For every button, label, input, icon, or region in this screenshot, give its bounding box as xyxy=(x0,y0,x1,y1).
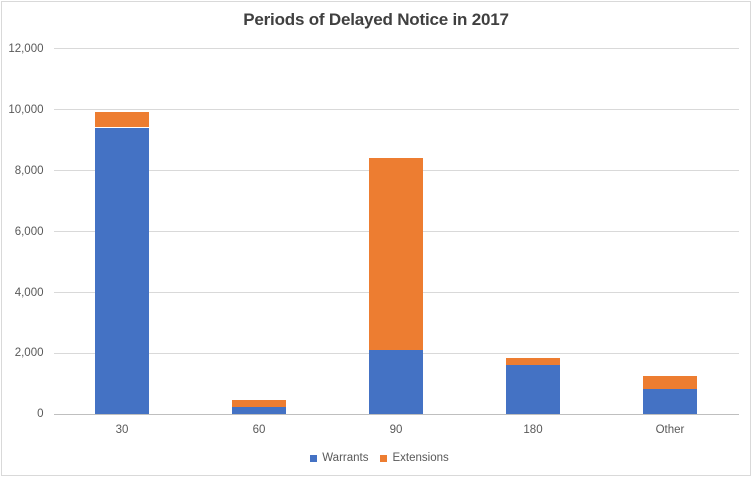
legend-swatch-warrants xyxy=(310,454,318,462)
bar-segment-warrants-other xyxy=(642,388,698,414)
legend-label-warrants: Warrants xyxy=(322,452,369,464)
y-tick-label: 0 xyxy=(37,408,44,421)
y-tick-label: 8,000 xyxy=(14,164,44,177)
x-tick-label-60: 60 xyxy=(252,424,266,436)
bar-segment-warrants-60 xyxy=(231,406,287,414)
bar-segment-warrants-30 xyxy=(94,127,150,414)
y-tick-label: 4,000 xyxy=(14,286,44,299)
chart-title: Periods of Delayed Notice in 2017 xyxy=(243,10,509,29)
bar-segment-extensions-other xyxy=(642,376,698,389)
bar-segment-warrants-180 xyxy=(505,365,561,414)
y-tick-label: 6,000 xyxy=(14,225,44,238)
bar-segment-extensions-60 xyxy=(231,399,287,407)
bar-segment-extensions-30 xyxy=(94,112,150,128)
bar-segment-warrants-90 xyxy=(368,349,424,414)
legend-label-extensions: Extensions xyxy=(392,452,449,464)
y-tick-label: 12,000 xyxy=(8,42,44,55)
x-axis-line xyxy=(53,413,739,415)
x-tick-label-90: 90 xyxy=(389,424,403,436)
x-tick-label-30: 30 xyxy=(115,424,129,436)
bar-segment-extensions-90 xyxy=(368,158,424,350)
gridline-12000 xyxy=(53,48,739,50)
x-tick-label-180: 180 xyxy=(523,424,543,436)
legend-item-extensions: Extensions xyxy=(380,452,449,464)
legend-swatch-extensions xyxy=(380,454,388,462)
legend-item-warrants: Warrants xyxy=(310,452,368,464)
legend: Warrants Extensions xyxy=(0,450,752,466)
x-tick-label-other: Other xyxy=(655,424,685,436)
gridline-10000 xyxy=(53,109,739,111)
y-tick-label: 10,000 xyxy=(8,103,44,116)
bar-segment-extensions-180 xyxy=(505,357,561,366)
y-tick-label: 2,000 xyxy=(14,347,44,360)
